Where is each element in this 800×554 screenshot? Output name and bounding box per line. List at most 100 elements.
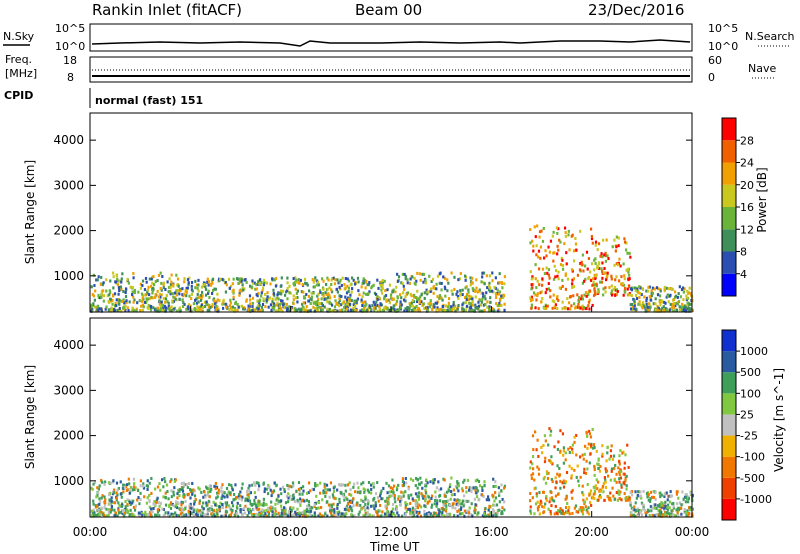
- data-point: [312, 280, 315, 284]
- data-point: [408, 281, 412, 285]
- data-point: [636, 493, 639, 497]
- data-point: [568, 512, 571, 516]
- data-point: [454, 309, 457, 313]
- data-point: [211, 302, 214, 306]
- data-point: [572, 249, 576, 253]
- data-point: [267, 511, 271, 515]
- data-point: [214, 481, 217, 485]
- data-point: [156, 496, 159, 500]
- data-point: [575, 475, 578, 479]
- data-point: [424, 488, 427, 492]
- data-point: [586, 446, 589, 450]
- data-point: [181, 304, 185, 308]
- data-point: [578, 455, 582, 459]
- data-point: [298, 281, 301, 285]
- data-point: [301, 282, 304, 286]
- data-point: [401, 282, 404, 286]
- data-point: [575, 453, 578, 457]
- colorbar-tick-label: 20: [740, 179, 754, 192]
- data-point: [228, 304, 232, 308]
- data-point: [133, 508, 137, 512]
- data-point: [534, 306, 537, 310]
- data-point: [405, 309, 408, 313]
- data-point: [406, 291, 409, 295]
- data-point: [258, 298, 262, 302]
- data-point: [489, 511, 492, 515]
- data-point: [356, 276, 360, 280]
- data-point: [579, 261, 582, 265]
- data-point: [582, 306, 586, 310]
- data-point: [217, 277, 221, 281]
- data-point: [95, 513, 98, 517]
- data-point: [368, 513, 371, 517]
- data-point: [537, 467, 540, 471]
- data-point: [272, 489, 276, 493]
- data-point: [143, 288, 147, 292]
- data-point: [556, 252, 559, 256]
- data-point: [666, 294, 669, 298]
- data-point: [168, 277, 171, 281]
- data-point: [283, 489, 286, 493]
- data-point: [453, 498, 456, 502]
- data-point: [372, 306, 375, 310]
- data-point: [174, 478, 177, 482]
- data-point: [274, 277, 278, 281]
- data-point: [551, 462, 554, 466]
- data-point: [354, 280, 357, 284]
- data-point: [305, 508, 309, 512]
- data-point: [426, 512, 429, 516]
- data-point: [270, 500, 273, 504]
- data-point: [624, 248, 628, 252]
- data-point: [407, 306, 410, 310]
- data-point: [621, 451, 624, 455]
- nsky-label: N.Sky: [3, 30, 35, 43]
- data-point: [187, 281, 190, 285]
- data-point: [547, 245, 550, 249]
- data-point: [112, 491, 116, 495]
- data-point: [344, 286, 347, 290]
- data-point: [139, 286, 143, 290]
- data-point: [203, 282, 206, 286]
- data-point: [670, 509, 673, 513]
- data-point: [347, 309, 350, 313]
- data-point: [172, 514, 175, 518]
- data-point: [100, 307, 103, 311]
- data-point: [438, 308, 441, 312]
- data-point: [251, 483, 254, 487]
- data-point: [478, 484, 482, 488]
- data-point: [179, 512, 182, 516]
- data-point: [139, 514, 142, 518]
- data-point: [301, 514, 305, 518]
- data-point: [97, 293, 100, 297]
- data-point: [230, 501, 234, 505]
- data-point: [636, 287, 639, 291]
- data-point: [170, 512, 173, 516]
- data-point: [648, 295, 651, 299]
- data-point: [554, 303, 557, 307]
- data-point: [463, 296, 467, 300]
- data-point: [566, 297, 569, 301]
- data-point: [160, 293, 163, 297]
- data-point: [561, 278, 564, 282]
- data-point: [287, 492, 290, 496]
- data-point: [277, 511, 280, 515]
- data-point: [602, 490, 605, 494]
- data-point: [233, 493, 236, 497]
- data-point: [351, 499, 354, 503]
- data-point: [162, 513, 165, 517]
- data-point: [390, 510, 393, 514]
- data-point: [118, 289, 121, 293]
- data-point: [681, 302, 684, 306]
- data-point: [183, 280, 186, 284]
- data-point: [91, 512, 95, 516]
- data-point: [107, 508, 111, 512]
- data-point: [126, 511, 129, 515]
- data-point: [543, 475, 546, 479]
- data-point: [445, 490, 449, 494]
- data-point: [127, 477, 130, 481]
- data-point: [599, 489, 603, 493]
- data-point: [222, 514, 225, 518]
- data-point: [377, 296, 381, 300]
- data-point: [288, 309, 291, 313]
